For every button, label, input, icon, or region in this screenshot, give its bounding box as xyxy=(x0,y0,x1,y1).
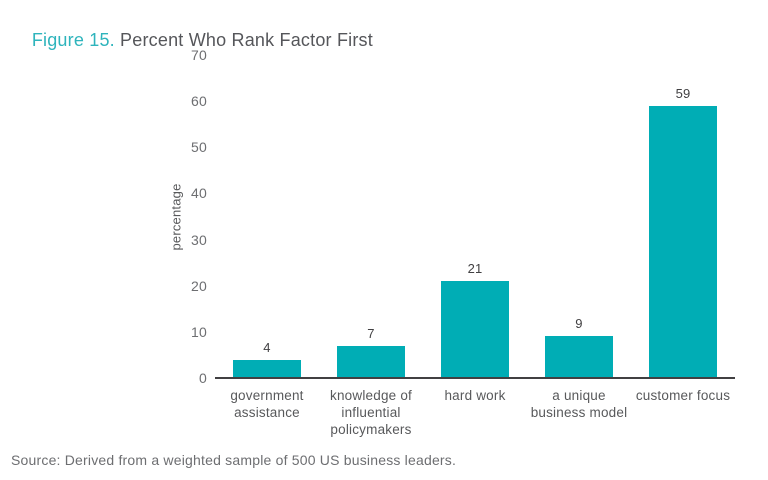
bar-government-assistance xyxy=(233,359,301,378)
y-tick-label: 40 xyxy=(191,185,207,202)
x-axis-line xyxy=(215,377,735,379)
category-label-line: customer focus xyxy=(635,388,731,403)
category-label: a unique business model xyxy=(521,387,637,421)
source-note: Source: Derived from a weighted sample o… xyxy=(11,452,457,468)
bar-a-unique-business-model xyxy=(545,336,613,378)
bar-knowledge-of-influential-policymakers xyxy=(337,345,405,378)
category-label-line: assistance xyxy=(234,405,300,420)
y-tick-label: 50 xyxy=(191,139,207,156)
category-label-line: policymakers xyxy=(330,422,412,437)
bar-value-label: 59 xyxy=(675,85,691,101)
bar-value-label: 21 xyxy=(467,261,483,277)
category-label: customer focus xyxy=(625,387,741,404)
y-tick-label: 0 xyxy=(199,370,207,386)
category-label: hard work xyxy=(417,387,533,404)
y-tick-label: 10 xyxy=(191,323,207,340)
bar-value-label: 9 xyxy=(575,316,583,332)
y-tick-label: 20 xyxy=(191,277,207,294)
plot-area: 4 7 21 9 59 xyxy=(215,55,735,378)
figure-number: Figure 15. xyxy=(31,30,115,50)
category-label-line: business model xyxy=(530,405,628,420)
figure-title: Figure 15. Percent Who Rank Factor First xyxy=(11,9,373,72)
y-tick-label: 30 xyxy=(191,231,207,248)
category-label-line: knowledge of xyxy=(330,388,412,403)
bar-value-label: 7 xyxy=(367,325,375,341)
category-label: knowledge of influential policymakers xyxy=(313,387,429,438)
figure-title-text: Percent Who Rank Factor First xyxy=(114,30,373,50)
bar-value-label: 4 xyxy=(263,339,271,355)
bar-hard-work xyxy=(441,281,509,378)
category-label-line: influential xyxy=(341,405,401,420)
y-tick-label: 60 xyxy=(191,93,207,110)
category-label-line: a unique xyxy=(552,388,606,403)
category-label-line: hard work xyxy=(444,388,506,403)
y-tick-label: 70 xyxy=(191,47,207,63)
category-label-line: government xyxy=(230,388,304,403)
category-label: government assistance xyxy=(209,387,325,421)
bar-customer-focus xyxy=(649,105,717,378)
